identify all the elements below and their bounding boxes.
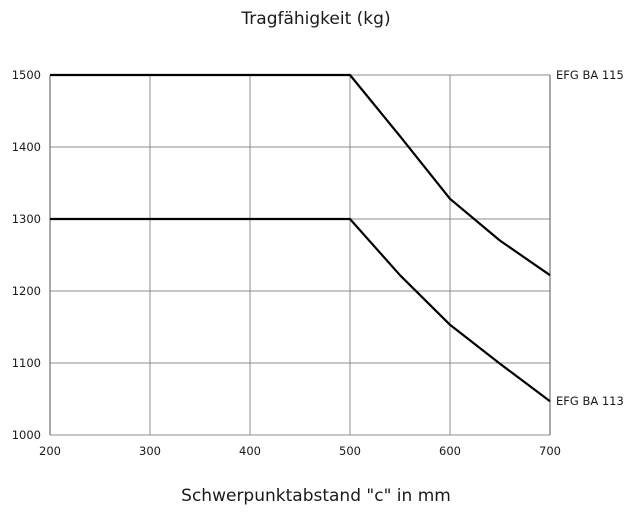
y-tick-label: 1100 <box>12 356 41 370</box>
x-tick-label: 300 <box>139 444 161 458</box>
series-line-efg-ba-115 <box>50 73 551 277</box>
y-tick-label: 1300 <box>12 212 41 226</box>
series-label: EFG BA 115 <box>556 68 624 82</box>
grid <box>49 74 551 436</box>
y-tick-label: 1000 <box>12 428 41 442</box>
x-tick-label: 500 <box>339 444 361 458</box>
y-tick-label: 1500 <box>12 68 41 82</box>
x-tick-label: 700 <box>539 444 561 458</box>
x-tick-label: 400 <box>239 444 261 458</box>
y-tick-label: 1200 <box>12 284 41 298</box>
x-tick-label: 600 <box>439 444 461 458</box>
tick-labels: 200 300 400 500 600 700 1000 1100 1200 1300 1400 15… <box>12 68 624 458</box>
y-tick-label: 1400 <box>12 140 41 154</box>
x-tick-label: 200 <box>39 444 61 458</box>
series-line-efg-ba-113 <box>50 217 551 403</box>
chart-title: Tragfähigkeit (kg) <box>241 9 391 29</box>
series-lines <box>50 73 551 403</box>
x-axis-title: Schwerpunktabstand "c" in mm <box>181 486 451 506</box>
series-label: EFG BA 113 <box>556 394 624 408</box>
